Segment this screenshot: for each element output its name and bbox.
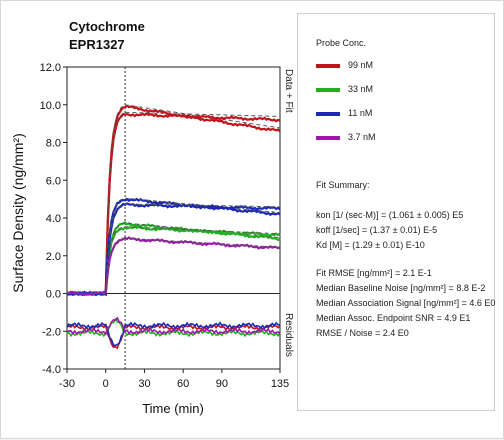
legend-swatch-99nm [316, 64, 340, 68]
fit-summary-title: Fit Summary: [316, 180, 370, 190]
y-tick-label: 6.0 [46, 175, 61, 187]
residuals-panel-label: Residuals [283, 313, 294, 357]
y-tick-label: 8.0 [46, 138, 61, 150]
fit-rmse: Fit RMSE [ng/mm²] = 2.1 E-1 [316, 268, 432, 278]
legend-label-3-7nm: 3.7 nM [348, 132, 376, 142]
x-tick-label: 90 [216, 378, 228, 390]
fit-koff: koff [1/sec] = (1.37 ± 0.01) E-5 [316, 225, 438, 235]
series-line-37nM [67, 236, 281, 297]
data-fit-panel-label: Data + Fit [283, 69, 294, 113]
fit-rmse-noise: RMSE / Noise = 2.4 E0 [316, 328, 409, 338]
y-axis-label: Surface Density (ng/mm²) [10, 133, 26, 292]
series-line-11nM [66, 202, 281, 297]
y-tick-label: -4.0 [42, 364, 61, 376]
fit-line-11nM [67, 203, 281, 294]
x-tick-label: -30 [59, 378, 75, 390]
y-tick-label: -2.0 [42, 326, 61, 338]
y-tick-label: 2.0 [46, 251, 61, 263]
legend-swatch-3-7nm [316, 136, 340, 140]
legend-swatch-11nm [316, 112, 340, 116]
x-tick-label: 135 [271, 378, 289, 390]
legend-swatch-33nm [316, 88, 340, 92]
legend-label-33nm: 33 nM [348, 84, 374, 94]
residual-line-33nM [66, 317, 281, 338]
y-tick-label: 0.0 [46, 289, 61, 301]
y-tick-label: 4.0 [46, 213, 61, 225]
x-axis-label: Time (min) [142, 401, 204, 416]
fit-association-signal: Median Association Signal [ng/mm²] = 4.6… [316, 298, 496, 308]
binding-kinetics-chart: Cytochrome EPR1327 -4.0 -2.0 0.0 2.0 4.0 6.0 8… [10, 19, 294, 416]
x-tick-label: 60 [177, 378, 189, 390]
fit-line-37nM [67, 237, 281, 294]
chart-title-line-2: EPR1327 [69, 37, 125, 52]
fit-kon: kon [1/ (sec·M)] = (1.061 ± 0.005) E5 [316, 210, 464, 220]
residual-line-11nM [66, 321, 280, 347]
fit-endpoint-snr: Median Assoc. Endpoint SNR = 4.9 E1 [316, 313, 471, 323]
y-tick-label: 10.0 [40, 100, 61, 112]
series-line-99nM [66, 104, 281, 296]
y-tick-label: 12.0 [40, 62, 61, 74]
fit-baseline-noise: Median Baseline Noise [ng/mm²] = 8.8 E-2 [316, 283, 486, 293]
fit-line-99nM [67, 104, 281, 294]
legend-label-11nm: 11 nM [348, 108, 373, 118]
chart-title-line-1: Cytochrome [69, 19, 145, 34]
residual-line-37nM [66, 316, 281, 336]
legend-label-99nm: 99 nM [348, 60, 374, 70]
legend-panel: Probe Conc. 99 nM 33 nM 11 nM 3.7 nM Fit… [297, 13, 495, 411]
x-tick-label: 30 [138, 378, 150, 390]
legend-title: Probe Conc. [316, 38, 367, 48]
x-tick-label: 0 [103, 378, 109, 390]
fit-kd: Kd [M] = (1.29 ± 0.01) E-10 [316, 240, 425, 250]
